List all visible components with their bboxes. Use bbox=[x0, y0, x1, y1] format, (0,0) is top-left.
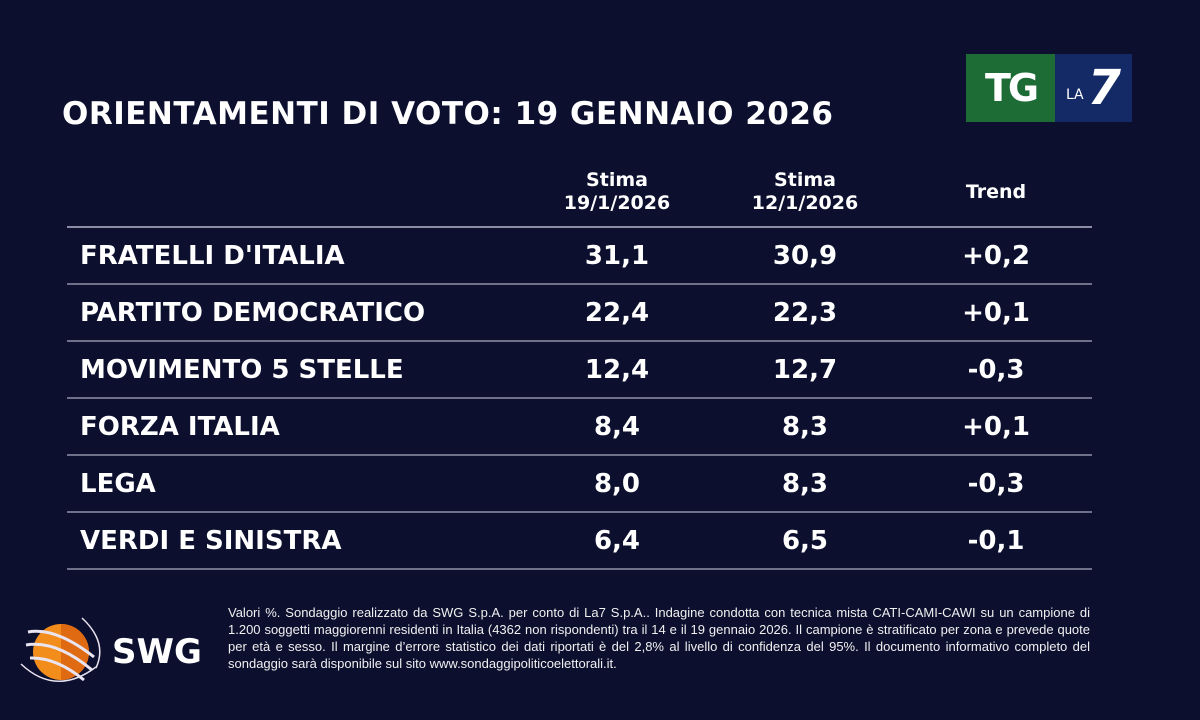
tg-logo-part: TG bbox=[966, 54, 1055, 122]
trend-value: +0,1 bbox=[962, 412, 1030, 442]
current-value: 12,4 bbox=[584, 355, 650, 385]
previous-value: 30,9 bbox=[772, 241, 838, 271]
trend-value: +0,1 bbox=[962, 298, 1030, 328]
table-row: PARTITO DEMOCRATICO 22,4 22,3 +0,1 bbox=[67, 285, 1092, 342]
current-value: 31,1 bbox=[584, 241, 650, 271]
table-row: MOVIMENTO 5 STELLE 12,4 12,7 -0,3 bbox=[67, 342, 1092, 399]
tg-la7-logo: TG LA 7 bbox=[966, 54, 1132, 122]
trend-value: +0,2 bbox=[962, 241, 1030, 271]
header-previous: Stima 12/1/2026 bbox=[751, 169, 859, 214]
swg-globe-icon bbox=[20, 617, 101, 682]
table-row: LEGA 8,0 8,3 -0,3 bbox=[67, 456, 1092, 513]
table-header: Stima 19/1/2026 Stima 12/1/2026 Trend bbox=[67, 165, 1092, 228]
poll-table: Stima 19/1/2026 Stima 12/1/2026 Trend FRAT… bbox=[67, 165, 1092, 570]
current-value: 8,0 bbox=[593, 469, 641, 499]
footnote: Valori %. Sondaggio realizzato da SWG S.… bbox=[228, 605, 1090, 671]
previous-value: 8,3 bbox=[781, 469, 829, 499]
swg-text: SWG bbox=[112, 632, 202, 672]
current-value: 22,4 bbox=[584, 298, 650, 328]
current-value: 6,4 bbox=[593, 526, 641, 556]
party-name: FRATELLI D'ITALIA bbox=[80, 241, 345, 271]
header-current: Stima 19/1/2026 bbox=[563, 169, 671, 214]
previous-value: 6,5 bbox=[781, 526, 829, 556]
trend-value: -0,3 bbox=[967, 355, 1025, 385]
party-name: LEGA bbox=[80, 469, 156, 499]
party-name: VERDI E SINISTRA bbox=[80, 526, 342, 556]
seven-text: 7 bbox=[1087, 60, 1122, 116]
party-name: MOVIMENTO 5 STELLE bbox=[80, 355, 404, 385]
party-name: FORZA ITALIA bbox=[80, 412, 280, 442]
page-title: ORIENTAMENTI DI VOTO: 19 GENNAIO 2026 bbox=[62, 96, 834, 132]
current-value: 8,4 bbox=[593, 412, 641, 442]
table-row: FRATELLI D'ITALIA 31,1 30,9 +0,2 bbox=[67, 228, 1092, 285]
trend-value: -0,1 bbox=[967, 526, 1025, 556]
table-row: FORZA ITALIA 8,4 8,3 +0,1 bbox=[67, 399, 1092, 456]
previous-value: 12,7 bbox=[772, 355, 838, 385]
la7-logo-part: LA 7 bbox=[1055, 54, 1132, 122]
previous-value: 22,3 bbox=[772, 298, 838, 328]
header-trend: Trend bbox=[965, 181, 1027, 203]
swg-logo: SWG bbox=[16, 612, 202, 692]
previous-value: 8,3 bbox=[781, 412, 829, 442]
party-name: PARTITO DEMOCRATICO bbox=[80, 298, 426, 328]
la-text: LA bbox=[1065, 87, 1084, 103]
table-row: VERDI E SINISTRA 6,4 6,5 -0,1 bbox=[67, 513, 1092, 570]
trend-value: -0,3 bbox=[967, 469, 1025, 499]
